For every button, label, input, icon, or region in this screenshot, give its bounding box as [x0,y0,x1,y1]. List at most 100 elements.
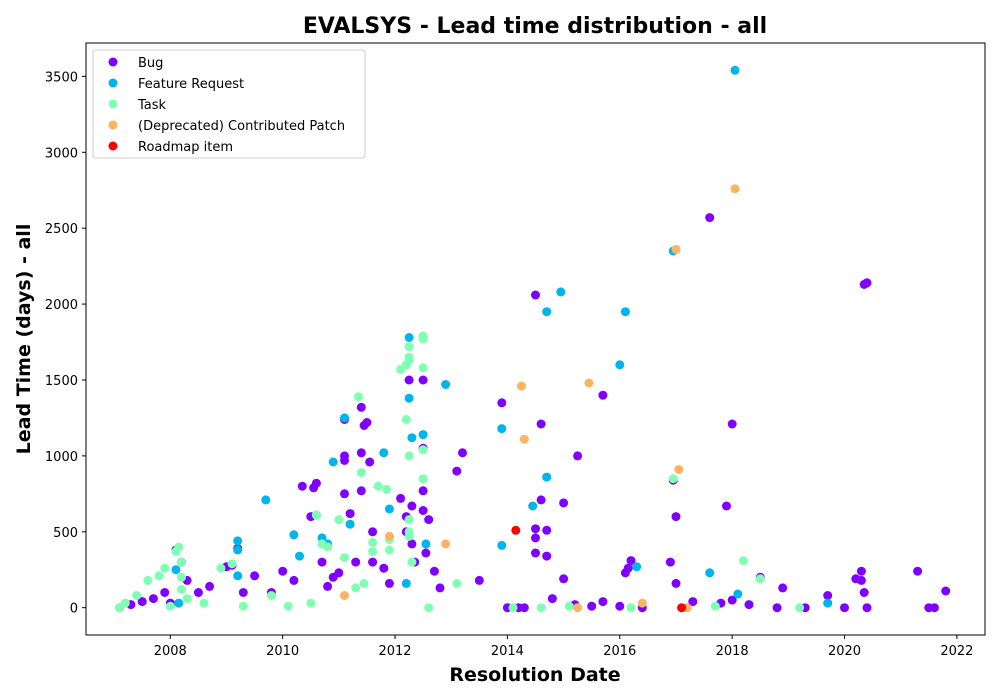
scatter-point [823,591,833,600]
scatter-point [295,551,304,561]
scatter-point [559,574,569,584]
scatter-point [132,591,142,600]
scatter-point [266,591,276,600]
scatter-point [404,333,414,342]
scatter-point [730,65,740,75]
scatter-point [345,509,355,519]
scatter-point [205,581,215,591]
scatter-point [356,448,366,458]
legend-marker [108,57,118,67]
scatter-point [311,510,321,520]
scatter-point [733,589,743,599]
scatter-point [401,578,411,588]
legend-label: Roadmap item [138,140,233,155]
scatter-point [379,448,389,458]
scatter-point [929,603,939,613]
scatter-point [859,588,869,597]
scatter-point [160,588,170,597]
scatter-point [368,527,378,537]
scatter-point [289,575,299,585]
scatter-point [356,402,366,412]
scatter-point [193,588,203,597]
scatter-point [710,601,720,611]
scatter-point [238,588,248,597]
y-tick-label: 2000 [45,298,78,313]
legend-marker [108,78,118,88]
scatter-point [404,375,414,385]
scatter-point [323,581,333,591]
scatter-point [542,525,552,535]
scatter-point [354,392,363,402]
scatter-point [340,591,349,600]
scatter-point [143,575,153,585]
legend-marker [108,99,118,109]
scatter-point [233,571,243,581]
scatter-point [542,551,552,561]
x-tick-label: 2018 [716,644,749,659]
scatter-point [519,603,529,613]
scatter-point [250,571,260,581]
scatter-point [148,594,158,604]
scatter-point [368,537,378,547]
scatter-point [365,457,375,467]
x-axis-label: Resolution Date [449,664,620,686]
y-tick-label: 3000 [45,146,78,161]
x-tick-label: 2020 [828,644,861,659]
scatter-point [677,603,687,613]
scatter-point [862,278,872,288]
scatter-point [862,603,872,613]
scatter-point [531,290,540,300]
scatter-point [497,424,507,434]
scatter-point [340,489,349,499]
legend-label: Feature Request [138,77,244,92]
scatter-point [497,398,507,408]
y-tick-label: 1000 [45,450,78,465]
scatter-point [384,545,394,555]
scatter-point [334,515,344,525]
scatter-point [441,380,451,389]
scatter-point [278,566,288,576]
scatter-point [727,419,737,429]
scatter-point [587,601,597,611]
scatter-point [598,597,608,607]
scatter-point [626,556,636,566]
scatter-point [356,468,366,478]
scatter-point [384,504,394,514]
scatter-point [404,355,414,365]
y-tick-label: 0 [70,602,78,617]
scatter-point [182,594,192,604]
scatter-point [233,536,243,546]
scatter-point [795,603,805,613]
scatter-point [418,430,428,440]
scatter-point [368,557,378,567]
scatter-point [297,481,307,491]
legend-label: Bug [138,56,163,71]
scatter-point [351,583,361,593]
scatter-point [727,595,737,605]
scatter-point [424,515,434,525]
scatter-point [177,572,186,582]
scatter-point [199,598,209,608]
scatter-point [311,478,321,488]
scatter-point [744,600,754,610]
scatter-point [623,563,633,573]
x-tick-label: 2022 [940,644,973,659]
scatter-point [632,562,642,572]
points-layer [115,65,951,613]
scatter-point [317,557,327,567]
x-tick-label: 2010 [266,644,299,659]
scatter-point [511,525,521,535]
scatter-point [637,598,647,608]
scatter-point [177,557,186,567]
scatter-point [531,524,540,534]
scatter-point [941,586,951,596]
scatter-point [772,603,782,613]
scatter-point [384,531,394,541]
scatter-point [856,566,866,576]
scatter-point [373,481,383,491]
scatter-point [497,540,507,550]
scatter-point [407,557,417,567]
scatter-point [668,474,678,484]
scatter-point [359,578,369,588]
plot-frame [85,42,986,636]
